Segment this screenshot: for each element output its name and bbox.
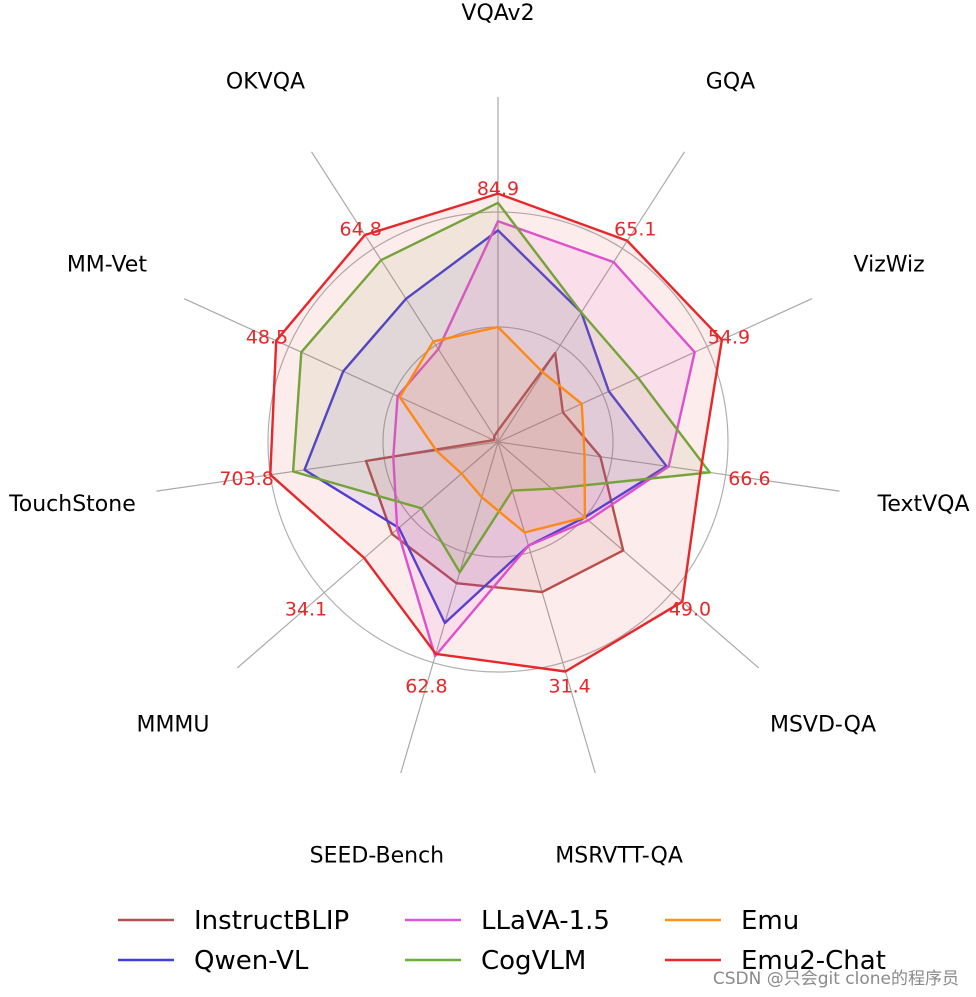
axis-label: MSRVTT-QA	[555, 844, 683, 869]
radar-labels: VQAv2 84.9 GQA 65.1 VizWiz 54.9 TextVQA 66.6 MSV…	[8, 1, 969, 869]
legend-label: InstructBLIP	[194, 906, 349, 936]
axis-max-label: 84.9	[477, 178, 519, 200]
axis-spoke	[497, 441, 760, 669]
series-polygon	[291, 201, 711, 574]
axis-label: TextVQA	[877, 492, 970, 517]
axis-max-label: 64.8	[340, 218, 382, 240]
legend-label: CogVLM	[481, 946, 586, 976]
axis-label: OKVQA	[226, 69, 305, 94]
axis-max-label: 62.8	[405, 676, 447, 698]
axis-label: TouchStone	[8, 492, 136, 517]
axis-spoke	[497, 298, 813, 443]
radar-series	[269, 192, 724, 673]
axis-label: MSVD-QA	[770, 713, 876, 738]
radar-grid	[156, 97, 840, 774]
axis-max-label: 48.5	[246, 327, 288, 349]
axis-spoke	[183, 298, 499, 443]
axis-label: GQA	[706, 69, 755, 94]
watermark: CSDN @只会git clone的程序员	[713, 969, 959, 989]
axis-spoke	[497, 441, 596, 774]
axis-max-label: 703.8	[219, 468, 273, 490]
series-polygon	[269, 192, 724, 673]
chart-legend: InstructBLIP Qwen-VL LLaVA-1.5 CogVLM Emu Emu…	[118, 906, 886, 976]
legend-label: Emu	[741, 906, 799, 936]
axis-label: MM-Vet	[67, 252, 147, 277]
axis-max-label: 66.6	[728, 468, 770, 490]
axis-label: VQAv2	[461, 1, 534, 26]
axis-spoke	[236, 441, 499, 669]
series-polygon	[303, 229, 668, 625]
series-polygon	[398, 325, 587, 534]
axis-spoke	[156, 441, 499, 492]
axis-max-label: 31.4	[548, 676, 590, 698]
axis-max-label: 49.0	[669, 598, 711, 620]
axis-spoke	[497, 151, 686, 443]
axis-spoke	[310, 151, 499, 443]
legend-label: Emu2-Chat	[741, 946, 886, 976]
axis-max-label: 34.1	[285, 598, 327, 620]
axis-max-label: 54.9	[708, 327, 750, 349]
axis-label: MMMU	[136, 713, 209, 738]
axis-label: VizWiz	[854, 252, 925, 277]
axis-max-label: 65.1	[614, 218, 656, 240]
legend-label: Qwen-VL	[194, 946, 309, 976]
axis-label: SEED-Bench	[310, 844, 444, 869]
legend-label: LLaVA-1.5	[481, 906, 610, 936]
